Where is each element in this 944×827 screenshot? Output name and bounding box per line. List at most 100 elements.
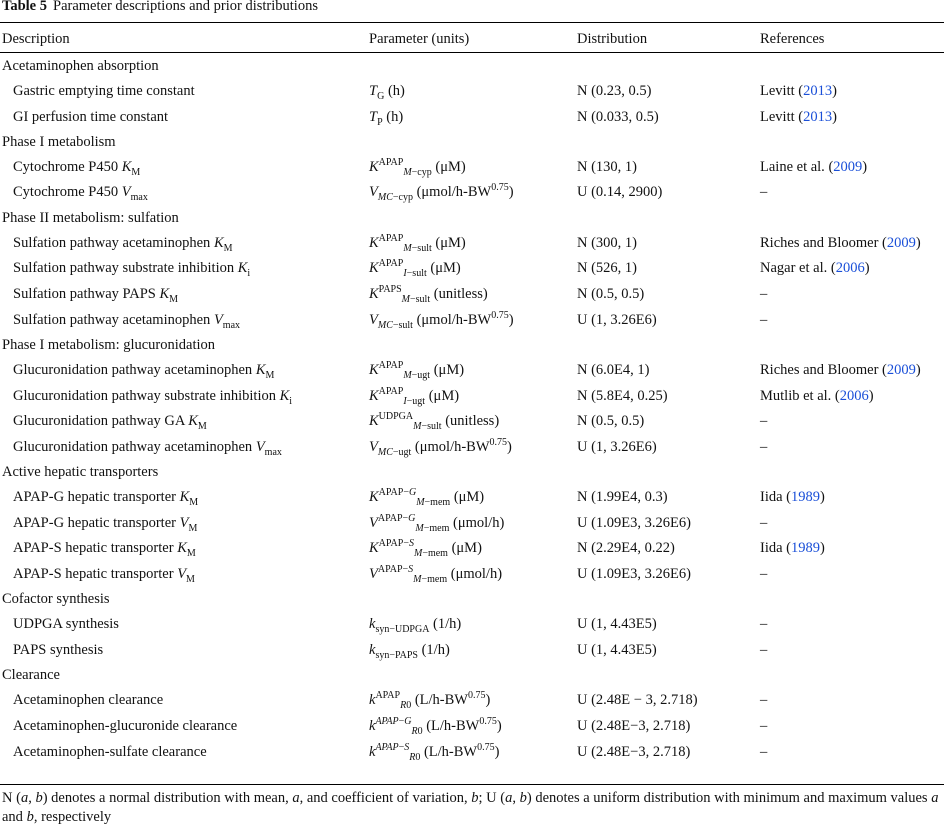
reference-year-link[interactable]: 2009 (886, 361, 916, 378)
table-row: Glucuronidation pathway substrate inhibi… (0, 383, 944, 409)
section-label: Active hepatic transporters (2, 464, 159, 480)
description-cell: Gastric emptying time constant (13, 82, 195, 99)
section-label: Phase I metabolism (2, 133, 116, 150)
bottom-rule (0, 784, 944, 785)
parameter-cell: kAPAPR0 (L/h-BW0.75) (369, 690, 491, 712)
description-cell: APAP-G hepatic transporter KM (13, 489, 199, 508)
description-cell: Acetaminophen-glucuronide clearance (13, 717, 238, 734)
reference-year-link[interactable]: 2009 (833, 158, 863, 175)
distribution-cell: N (0.23, 0.5) (577, 82, 652, 99)
table-row: UDPGA synthesis ksyn−UDPGA (1/h) U (1, 4.4… (0, 612, 944, 638)
distribution-cell: N (1.99E4, 0.3) (577, 489, 668, 506)
table-row: PAPS synthesis ksyn−PAPS (1/h) U (1, 4.43E… (0, 638, 944, 664)
description-cell: Cytochrome P450 KM (13, 158, 141, 178)
description-cell: Glucuronidation pathway acetaminophen KM (13, 361, 275, 381)
description-cell: Sulfation pathway acetaminophen Vmax (13, 311, 241, 331)
reference-cell: Iida (1989) (760, 489, 825, 506)
table-row: Sulfation pathway PAPS KM KPAPSM−sult (un… (0, 282, 944, 308)
distribution-cell: N (0.033, 0.5) (577, 108, 659, 125)
reference-cell: Levitt (2013) (760, 82, 837, 99)
parameter-cell: KUDPGAM−sult (unitless) (369, 411, 500, 433)
distribution-cell: U (1, 4.43E5) (577, 642, 657, 659)
reference-cell: Riches and Bloomer (2009) (760, 361, 921, 378)
distribution-cell: U (2.48E − 3, 2.718) (577, 692, 698, 709)
reference-year-link[interactable]: 1989 (791, 489, 821, 506)
parameter-cell: kAPAP−SR0 (L/h-BW0.75) (369, 741, 500, 763)
description-cell: APAP-S hepatic transporter VM (13, 566, 195, 586)
section-label: Phase I metabolism: glucuronidation (2, 336, 216, 353)
distribution-cell: U (0.14, 2900) (577, 184, 663, 201)
reference-author: Riches and Bloomer (760, 234, 879, 251)
distribution-cell: U (1.09E3, 3.26E6) (577, 566, 691, 583)
table-row: Sulfation pathway acetaminophen KM KAPAPM… (0, 230, 944, 256)
section-row: Phase I metabolism (0, 130, 944, 155)
table-row: Cytochrome P450 Vmax VMC−cyp (μmol/h-BW0.… (0, 180, 944, 206)
reference-cell: – (760, 413, 768, 430)
description-cell: APAP-S hepatic transporter KM (13, 540, 196, 560)
reference-author: Mutlib et al. (760, 387, 832, 404)
parameter-cell: KAPAPM−cyp (μM) (369, 156, 466, 178)
reference-cell: – (760, 717, 768, 734)
parameter-cell: KAPAPM−sult (μM) (369, 232, 466, 254)
description-cell: APAP-G hepatic transporter VM (13, 514, 198, 534)
section-label: Clearance (2, 667, 60, 684)
description-cell: Glucuronidation pathway GA KM (13, 413, 207, 433)
section-row: Acetaminophen absorption (0, 54, 944, 79)
reference-author: Nagar et al. (760, 260, 828, 277)
reference-year-link[interactable]: 2006 (835, 260, 865, 277)
reference-year-link[interactable]: 2006 (839, 387, 869, 404)
description-cell: GI perfusion time constant (13, 108, 169, 125)
distribution-cell: U (1, 3.26E6) (577, 438, 657, 455)
reference-cell: – (760, 438, 768, 455)
header-rule (0, 52, 944, 53)
table-row: GI perfusion time constant TP (h) N (0.033… (0, 104, 944, 130)
reference-author: Riches and Bloomer (760, 361, 879, 378)
reference-cell: – (760, 642, 768, 659)
reference-cell: Iida (1989) (760, 540, 825, 557)
table-row: Sulfation pathway acetaminophen Vmax VMC−… (0, 307, 944, 333)
table-row: Sulfation pathway substrate inhibition K… (0, 256, 944, 282)
table-row: APAP-G hepatic transporter KM KAPAP−GM−me… (0, 485, 944, 511)
reference-cell: – (760, 616, 768, 633)
table-row: Glucuronidation pathway GA KM KUDPGAM−sul… (0, 409, 944, 435)
parameter-cell: ksyn−PAPS (1/h) (369, 642, 450, 661)
col-header-parameter: Parameter (units) (369, 30, 470, 47)
reference-year-link[interactable]: 2013 (803, 82, 833, 99)
description-cell: PAPS synthesis (13, 642, 104, 659)
section-row: Cofactor synthesis (0, 588, 944, 613)
reference-author: Levitt (760, 108, 795, 125)
distribution-cell: U (1.09E3, 3.26E6) (577, 514, 691, 531)
top-rule (0, 22, 944, 24)
parameter-cell: KAPAPM−ugt (μM) (369, 360, 465, 381)
parameter-table: Description Parameter (units) Distributi… (0, 24, 944, 765)
description-cell: Sulfation pathway PAPS KM (13, 285, 179, 305)
parameter-cell: KPAPSM−sult (unitless) (369, 284, 488, 305)
reference-year-link[interactable]: 1989 (791, 540, 821, 557)
reference-cell: Laine et al. (2009) (760, 158, 868, 175)
table-body: Acetaminophen absorption Gastric emptying… (0, 54, 944, 765)
reference-author: Laine et al. (760, 158, 825, 175)
parameter-cell: VAPAP−SM−mem (μmol/h) (369, 564, 503, 586)
col-header-references: References (760, 30, 825, 47)
section-label: Cofactor synthesis (2, 591, 110, 608)
distribution-cell: U (1, 4.43E5) (577, 616, 657, 633)
table-row: Glucuronidation pathway acetaminophen Vm… (0, 435, 944, 461)
reference-cell: – (760, 311, 768, 328)
distribution-cell: U (2.48E−3, 2.718) (577, 717, 691, 734)
table-label: Table 5 (2, 0, 47, 14)
description-cell: Sulfation pathway substrate inhibition K… (13, 260, 251, 280)
section-label: Acetaminophen absorption (2, 57, 159, 74)
parameter-cell: VMC−ugt (μmol/h-BW0.75) (369, 437, 512, 458)
reference-cell: Nagar et al. (2006) (760, 260, 870, 277)
reference-year-link[interactable]: 2009 (886, 234, 916, 251)
section-row: Clearance (0, 663, 944, 688)
reference-cell: – (760, 285, 768, 302)
table-caption: Table 5 Parameter descriptions and prior … (2, 0, 318, 15)
description-cell: Acetaminophen clearance (13, 692, 164, 709)
reference-year-link[interactable]: 2013 (803, 108, 833, 125)
section-row: Phase II metabolism: sulfation (0, 206, 944, 231)
reference-cell: – (760, 514, 768, 531)
table-row: APAP-S hepatic transporter KM KAPAP−SM−me… (0, 536, 944, 562)
table-row: Acetaminophen-glucuronide clearance kAPAP… (0, 714, 944, 740)
